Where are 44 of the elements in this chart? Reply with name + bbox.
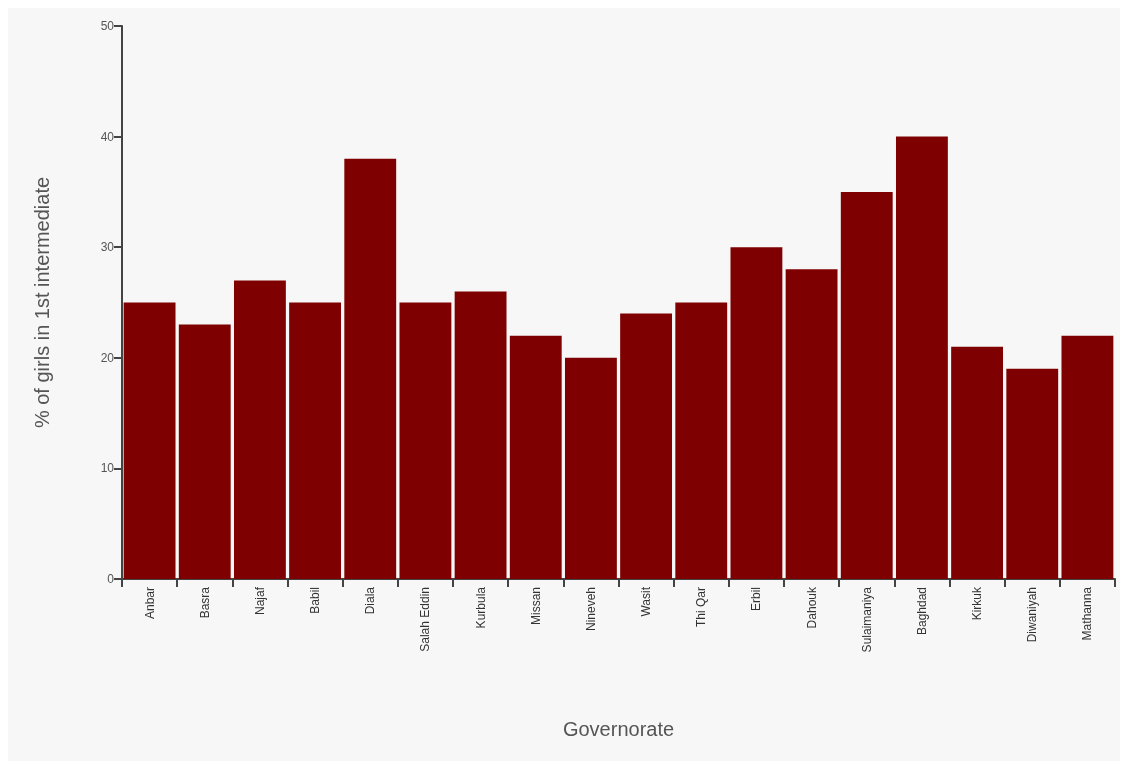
- bar: [675, 302, 728, 579]
- x-tick-label: Diwaniyah: [1025, 587, 1040, 643]
- x-tick-label: Babil: [308, 587, 323, 614]
- x-tick-label: Wasit: [639, 586, 654, 617]
- bar: [730, 247, 783, 579]
- x-tick-label: Baghdad: [914, 587, 929, 636]
- x-tick-label: Salah Eddin: [418, 587, 433, 652]
- bar: [1061, 335, 1114, 579]
- bar: [840, 191, 893, 579]
- bar: [564, 357, 617, 579]
- x-tick-label: Anbar: [142, 587, 157, 620]
- bar: [233, 280, 286, 579]
- x-tick-label: Dahouk: [804, 586, 819, 629]
- y-tick-label: 20: [100, 350, 115, 365]
- bar: [178, 324, 231, 579]
- x-tick-label: Sulaimaniya: [859, 586, 874, 653]
- x-tick-label: Basra: [197, 586, 212, 619]
- x-tick-label: Najaf: [252, 586, 267, 616]
- bar: [289, 302, 342, 579]
- bar: [509, 335, 562, 579]
- y-tick-label: 50: [100, 19, 115, 33]
- x-tick-label: Kirkuk: [970, 586, 985, 621]
- x-axis-title: Governorate: [562, 718, 675, 740]
- bar: [895, 136, 948, 579]
- x-tick-label: Diala: [363, 586, 378, 615]
- x-tick-label: Erbil: [749, 587, 764, 612]
- x-tick-label: Mathanna: [1080, 586, 1095, 641]
- bar: [123, 302, 176, 579]
- bar: [399, 302, 452, 579]
- x-tick-label: Kurbula: [473, 586, 488, 629]
- bar: [785, 269, 838, 579]
- x-tick-label: Missan: [528, 587, 543, 626]
- y-tick-label: 0: [107, 572, 115, 586]
- bar: [620, 313, 673, 579]
- bar: [1006, 368, 1059, 579]
- bar: [454, 291, 507, 579]
- bar: [951, 346, 1004, 579]
- x-tick-label: Nineveh: [583, 587, 598, 632]
- x-tick-label: Thi Qar: [694, 587, 709, 628]
- bar: [344, 158, 397, 579]
- y-tick-label: 40: [100, 129, 115, 144]
- y-axis-title: % of girls in 1st intermediate: [31, 176, 53, 429]
- y-tick-label: 10: [100, 461, 115, 476]
- y-tick-label: 30: [100, 240, 115, 255]
